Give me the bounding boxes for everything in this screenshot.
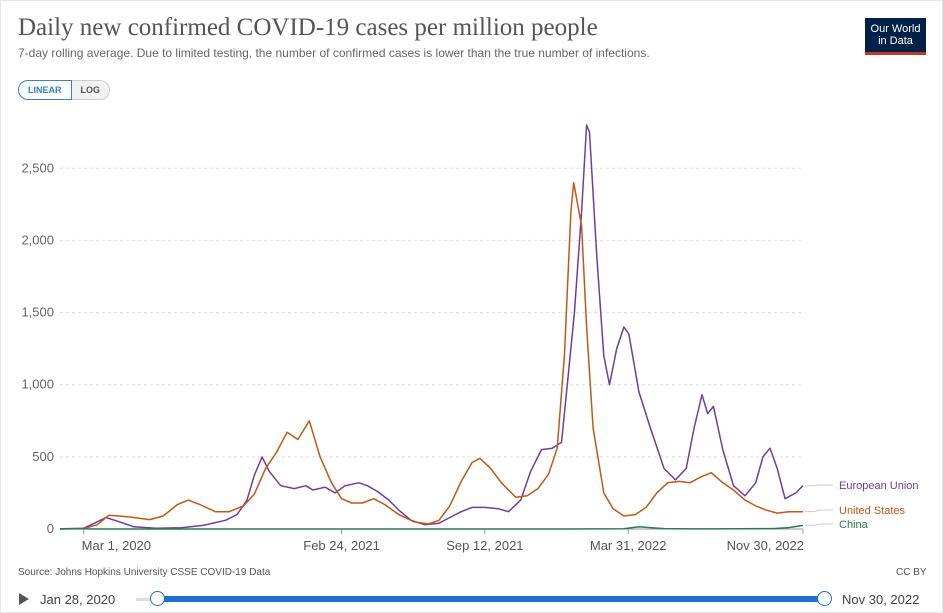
play-icon[interactable] xyxy=(19,593,29,605)
series-label-china: China xyxy=(839,519,869,531)
series-label-united-states: United States xyxy=(839,505,906,517)
series-label-european-union: European Union xyxy=(839,480,919,492)
timeline-end-handle[interactable] xyxy=(817,591,832,606)
line-chart: 0 500 1,000 1,500 2,000 2,500 Mar 1, 2020 Feb 2… xyxy=(21,124,919,553)
y-tick-label: 1,000 xyxy=(21,377,54,392)
scale-toggle: LINEAR LOG xyxy=(18,80,110,100)
timeline-end-label: Nov 30, 2022 xyxy=(842,592,920,607)
x-tick-label: Sep 12, 2021 xyxy=(446,538,523,553)
source-note[interactable]: Source: Johns Hopkins University CSSE CO… xyxy=(18,567,271,578)
chart-subtitle: 7-day rolling average. Due to limited te… xyxy=(18,46,650,60)
logo-line-2: in Data xyxy=(878,35,913,47)
linear-button[interactable]: LINEAR xyxy=(18,80,72,100)
owid-logo[interactable]: Our World in Data xyxy=(865,18,926,55)
x-tick-label: Mar 1, 2020 xyxy=(82,538,151,553)
series-line-china xyxy=(59,524,804,530)
timeline-start-label: Jan 28, 2020 xyxy=(40,592,116,607)
series-connector-european-union xyxy=(805,484,833,487)
series-connector-united-states xyxy=(805,509,833,513)
logo-line-1: Our World xyxy=(870,23,921,35)
chart-title: Daily new confirmed COVID-19 cases per m… xyxy=(18,14,598,41)
x-tick-label: Mar 31, 2022 xyxy=(590,538,667,553)
timeline-start-handle[interactable] xyxy=(150,591,165,606)
log-button[interactable]: LOG xyxy=(71,80,110,100)
y-tick-label: 1,500 xyxy=(21,305,54,320)
series-connector-china xyxy=(805,523,833,526)
series-line-european-union xyxy=(59,124,804,530)
license-link[interactable]: CC BY xyxy=(896,567,927,578)
series-line-united-states xyxy=(59,181,803,530)
x-tick-label: Nov 30, 2022 xyxy=(727,538,804,553)
y-tick-label: 500 xyxy=(32,449,54,464)
y-tick-label: 0 xyxy=(47,521,54,536)
y-tick-label: 2,500 xyxy=(21,160,54,175)
x-tick-label: Feb 24, 2021 xyxy=(303,538,380,553)
y-tick-label: 2,000 xyxy=(21,232,54,247)
timeline-selected-range[interactable] xyxy=(157,596,824,602)
